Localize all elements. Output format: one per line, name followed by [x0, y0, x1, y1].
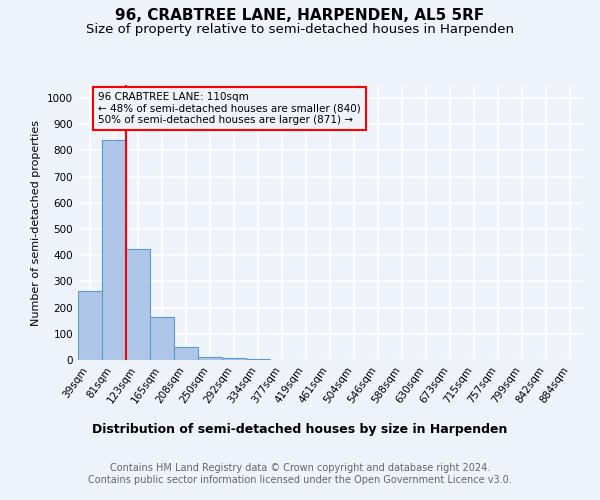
Y-axis label: Number of semi-detached properties: Number of semi-detached properties [31, 120, 41, 326]
Bar [126, 248, 150, 360]
Bar [222, 358, 246, 360]
Bar [174, 347, 198, 360]
Bar [150, 317, 174, 360]
Text: 96, CRABTREE LANE, HARPENDEN, AL5 5RF: 96, CRABTREE LANE, HARPENDEN, AL5 5RF [115, 8, 485, 22]
Text: 96 CRABTREE LANE: 110sqm
← 48% of semi-detached houses are smaller (840)
50% of : 96 CRABTREE LANE: 110sqm ← 48% of semi-d… [98, 92, 361, 125]
Bar [78, 290, 102, 360]
Bar [198, 357, 222, 360]
Text: Contains HM Land Registry data © Crown copyright and database right 2024.
Contai: Contains HM Land Registry data © Crown c… [88, 464, 512, 485]
Text: Size of property relative to semi-detached houses in Harpenden: Size of property relative to semi-detach… [86, 22, 514, 36]
Text: Distribution of semi-detached houses by size in Harpenden: Distribution of semi-detached houses by … [92, 422, 508, 436]
Bar [102, 140, 126, 360]
Bar [246, 358, 270, 360]
